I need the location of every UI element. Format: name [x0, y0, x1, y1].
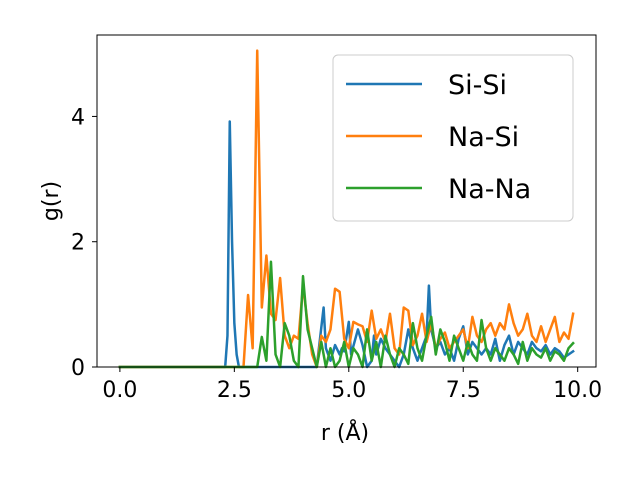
legend-box	[332, 54, 574, 222]
legend-label-na-na: Na-Na	[448, 174, 531, 205]
x-tick-label: 0.0	[102, 378, 137, 403]
x-tick-label: 2.5	[217, 378, 252, 403]
x-tick-label: 10.0	[553, 378, 602, 403]
x-tick-label: 7.5	[446, 378, 481, 403]
y-tick-label: 2	[71, 231, 85, 256]
y-tick-label: 4	[71, 105, 85, 130]
x-axis-ticks: 0.0 2.5 5.0 7.5 10.0	[102, 367, 602, 403]
series-line-na-si	[118, 49, 575, 369]
plot-frame	[96, 34, 597, 368]
y-axis-label: g(r)	[39, 181, 64, 221]
x-tick-label: 5.0	[331, 378, 366, 403]
plot-lines	[118, 49, 575, 369]
legend-label-si-si: Si-Si	[448, 70, 507, 101]
x-axis-label: r (Å)	[321, 419, 369, 446]
y-tick-label: 0	[71, 356, 85, 381]
y-axis-ticks: 0 2 4	[71, 105, 97, 381]
legend-label-na-si: Na-Si	[448, 122, 519, 153]
legend: Si-Si Na-Si Na-Na	[332, 54, 574, 222]
series-line-na-na	[118, 260, 575, 369]
